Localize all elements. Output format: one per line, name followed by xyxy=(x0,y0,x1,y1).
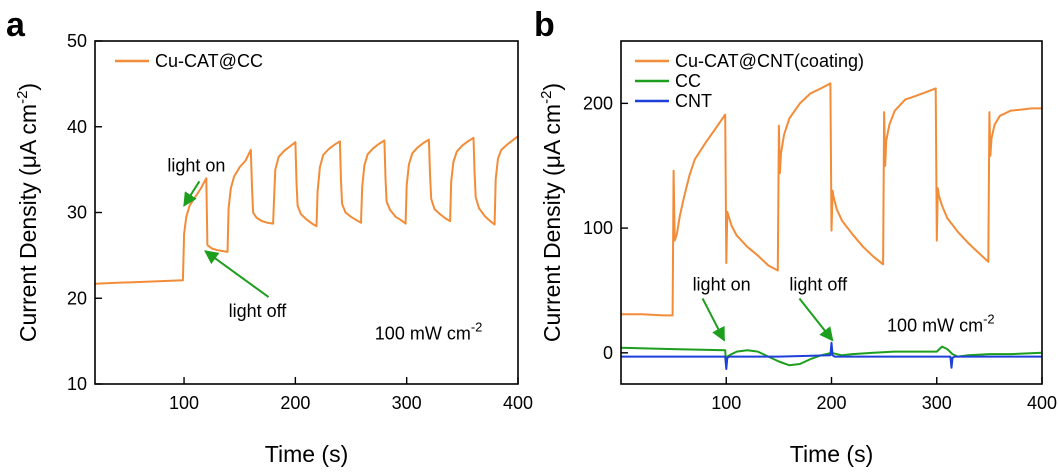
y-tick-label-a: 30 xyxy=(67,203,87,223)
y-tick-label-b: 100 xyxy=(583,218,613,238)
annotation-arrow-a-0 xyxy=(183,180,201,207)
chart-panel-b: 100 200 300 400 0 100 200 Time (s) Current Densi… xyxy=(538,40,1057,467)
y-tick-label-a: 20 xyxy=(67,288,87,308)
y-tick-label-a: 40 xyxy=(67,117,87,137)
x-tick-label-a: 200 xyxy=(280,393,310,413)
series-line-b-1 xyxy=(621,345,1042,367)
annotation-b-0: light on xyxy=(693,274,751,294)
annotation-arrow-a-1 xyxy=(204,250,270,298)
legend-label-b-1: CC xyxy=(675,71,701,91)
chart-a-axes: 100 200 300 400 10 20 30 40 50 Time (s) Current De… xyxy=(14,31,533,467)
annotation-arrow-b-0 xyxy=(701,297,726,342)
legend-label-b-0: Cu-CAT@CNT(coating) xyxy=(675,51,864,71)
chart-panel-a: 100 200 300 400 10 20 30 40 50 Time (s) Current De… xyxy=(14,31,533,467)
annotation-b-2: 100 mW cm-2 xyxy=(887,312,995,336)
chart-a-plot-area xyxy=(95,135,518,285)
series-line-b-2 xyxy=(621,341,1042,370)
x-tick-label-b: 100 xyxy=(711,393,741,413)
chart-b-axes: 100 200 300 400 0 100 200 Time (s) Current Densi… xyxy=(538,40,1057,467)
x-tick-label-a: 100 xyxy=(169,393,199,413)
legend-label-a-0: Cu-CAT@CC xyxy=(155,51,263,71)
y-axis-label-b: Current Density (μA cm-2) xyxy=(538,83,565,342)
series-line-b-0 xyxy=(621,82,1042,317)
x-tick-label-a: 400 xyxy=(503,393,533,413)
x-tick-label-a: 300 xyxy=(392,393,422,413)
x-tick-label-b: 300 xyxy=(922,393,952,413)
panel-label-a: a xyxy=(6,6,26,44)
legend-label-b-2: CNT xyxy=(675,91,712,111)
y-tick-label-b: 200 xyxy=(583,93,613,113)
chart-b-plot-area xyxy=(621,82,1042,370)
x-axis-label-a: Time (s) xyxy=(265,441,348,467)
chart-b-annotations: light on light off 100 mW cm-2 xyxy=(693,274,995,342)
annotation-b-1: light off xyxy=(789,274,848,294)
y-axis-label-a: Current Density (μA cm-2) xyxy=(14,83,41,342)
x-tick-label-b: 200 xyxy=(816,393,846,413)
annotation-a-1: light off xyxy=(229,301,288,321)
annotation-a-2: 100 mW cm-2 xyxy=(375,319,483,343)
chart-a-annotations: light on light off 100 mW cm-2 xyxy=(167,155,482,343)
x-tick-label-b: 400 xyxy=(1027,393,1057,413)
annotation-arrow-b-1 xyxy=(798,297,834,342)
series-line-a-0 xyxy=(95,135,518,285)
y-tick-label-a: 50 xyxy=(67,31,87,51)
annotation-a-0: light on xyxy=(167,155,225,175)
x-axis-label-b: Time (s) xyxy=(790,441,873,467)
panel-label-b: b xyxy=(534,6,555,44)
y-tick-label-b: 0 xyxy=(603,343,613,363)
y-tick-label-a: 10 xyxy=(67,374,87,394)
